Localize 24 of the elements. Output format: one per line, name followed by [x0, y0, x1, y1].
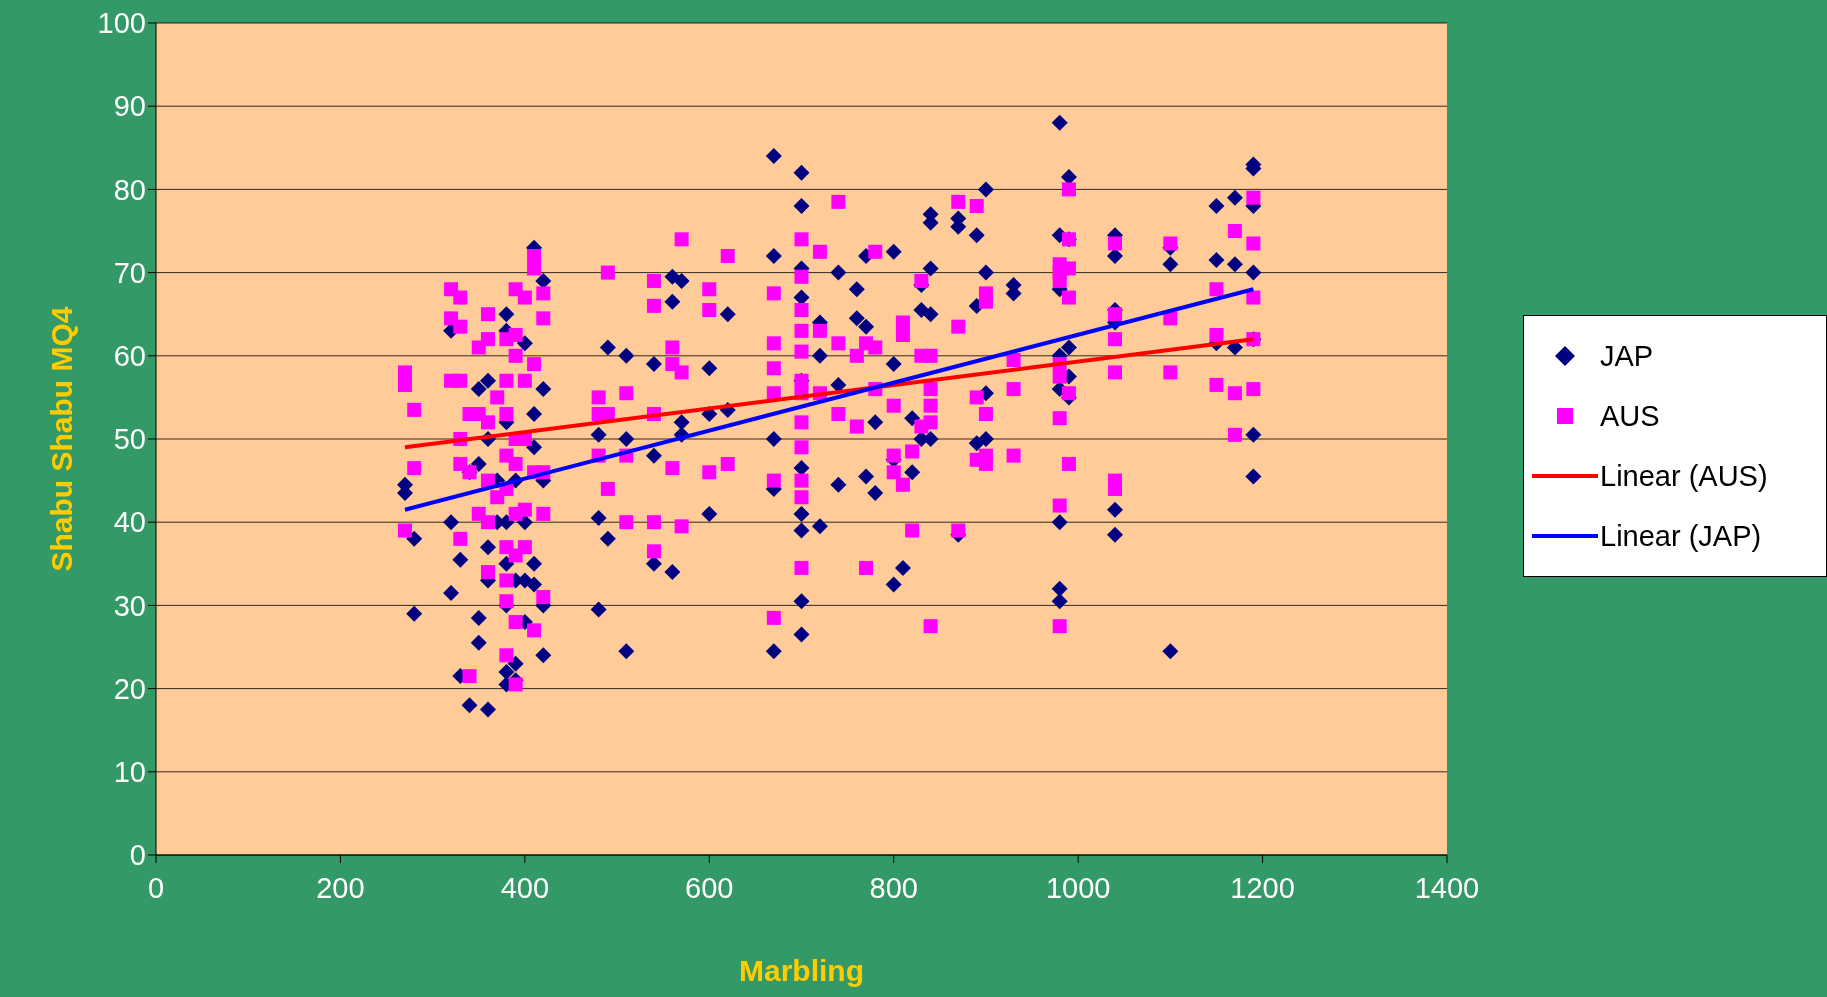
legend-label: Linear (JAP) — [1600, 519, 1762, 553]
x-tick-label: 1000 — [1045, 871, 1111, 904]
x-tick-label: 800 — [869, 871, 918, 904]
x-tick-label: 1400 — [1414, 871, 1480, 904]
y-tick-label: 0 — [129, 839, 146, 872]
y-tick-label: 60 — [113, 340, 146, 373]
y-tick-label: 40 — [113, 506, 146, 539]
y-tick-label: 70 — [113, 256, 146, 289]
y-tick-label: 20 — [113, 672, 146, 705]
y-tick-label: 50 — [113, 423, 146, 456]
y-tick-label: 100 — [97, 7, 146, 40]
y-tick-label: 80 — [113, 173, 146, 206]
x-tick-label: 400 — [500, 871, 550, 904]
y-tick-label: 10 — [113, 756, 146, 789]
x-tick-label: 1200 — [1230, 871, 1295, 904]
x-tick-label: 200 — [316, 871, 365, 904]
legend-label: Linear (AUS) — [1600, 459, 1768, 493]
y-tick-label: 30 — [113, 589, 146, 622]
x-tick-label: 600 — [685, 871, 734, 904]
legend-label: AUS — [1600, 399, 1660, 433]
x-axis-title: Marbling — [739, 954, 864, 987]
legend-label: JAP — [1600, 339, 1654, 373]
y-tick-label: 90 — [113, 90, 146, 123]
y-axis-title: Shabu Shabu MQ4 — [44, 306, 78, 572]
